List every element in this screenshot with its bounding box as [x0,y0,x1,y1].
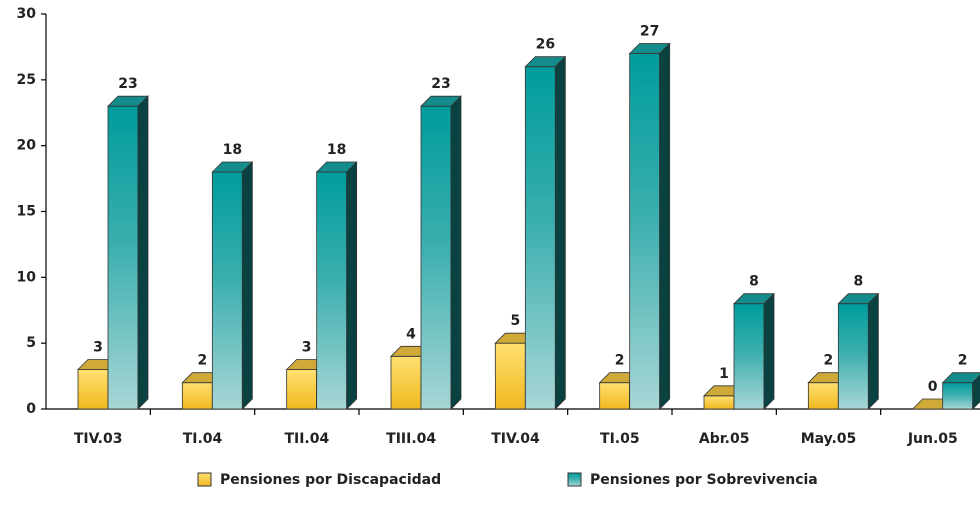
bar-side [554,55,566,410]
legend-swatch [197,472,212,487]
data-label: 0 [928,379,938,395]
bar [524,66,556,410]
bar-side [450,95,462,410]
legend-swatch [567,472,582,487]
bar [107,105,139,410]
bar [286,369,318,410]
data-label: 18 [223,142,242,158]
bar [807,382,839,410]
bar [211,171,243,410]
x-tick-label: May.05 [801,431,857,447]
x-tick-label: Jun.05 [907,431,958,447]
data-label: 2 [958,353,968,369]
data-label: 23 [431,76,450,92]
bar-side [763,292,775,410]
data-label: 3 [93,340,103,356]
bar-side [972,374,980,410]
bar [599,382,631,410]
bar [733,303,765,410]
bar-side [659,42,671,410]
bar-side [346,161,358,410]
legend-label: Pensiones por Discapacidad [220,472,441,488]
data-label: 26 [536,37,555,53]
bar-side [867,292,879,410]
y-tick-label: 15 [17,204,36,220]
bar [77,369,109,410]
bar [316,171,348,410]
y-tick-label: 25 [17,72,36,88]
bar [420,105,452,410]
bar [837,303,869,410]
y-tick-label: 30 [17,6,37,22]
bar [181,382,213,410]
data-label: 5 [510,313,520,329]
data-label: 18 [327,142,346,158]
data-label: 1 [719,366,729,382]
data-label: 2 [615,353,625,369]
data-label: 3 [302,340,312,356]
bar [703,395,735,410]
data-label: 4 [406,326,416,342]
bar [494,342,526,410]
legend-label: Pensiones por Sobrevivencia [590,472,818,488]
bar [629,53,661,410]
bar [390,355,422,410]
y-tick-label: 0 [26,401,36,417]
bar-side [137,95,149,410]
x-tick-label: TII.04 [284,431,329,447]
bar-side [241,161,253,410]
x-tick-label: TI.04 [183,431,223,447]
data-label: 23 [118,76,137,92]
data-label: 2 [197,353,207,369]
data-label: 27 [640,24,659,40]
bar-top [941,372,980,384]
x-tick-label: TI.05 [600,431,640,447]
data-label: 8 [749,274,759,290]
x-tick-label: TIII.04 [386,431,436,447]
x-tick-label: TIV.03 [74,431,123,447]
x-tick-label: Abr.05 [699,431,750,447]
data-label: 8 [853,274,863,290]
y-tick-label: 20 [17,138,37,154]
y-tick-label: 5 [26,335,36,351]
bar [942,382,974,410]
x-tick-label: TIV.04 [491,431,540,447]
y-tick-label: 10 [17,269,37,285]
data-label: 2 [823,353,833,369]
